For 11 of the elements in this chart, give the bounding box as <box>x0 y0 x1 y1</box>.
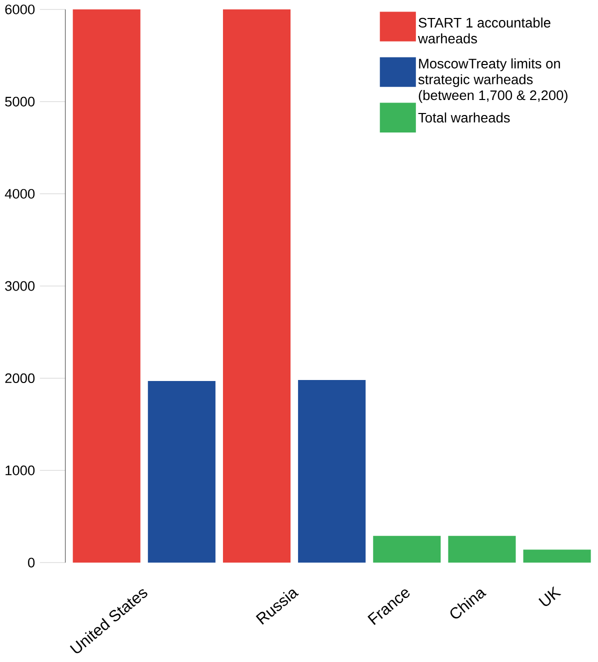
y-tick-label: 3000 <box>4 281 34 291</box>
y-tick-label: 5000 <box>4 96 34 106</box>
legend-label: MoscowTreaty limits on strategic warheads (between 1,700 & 2,200) <box>418 58 568 103</box>
legend-label: START 1 accountable warheads <box>418 17 550 44</box>
legend-label: Total warheads <box>418 112 510 123</box>
x-tick-label: UK <box>538 586 562 606</box>
y-tick-label: 4000 <box>4 188 34 199</box>
y-tick-label: 6000 <box>5 4 34 14</box>
y-tick-label: 1000 <box>5 466 34 476</box>
y-tick-label: 0 <box>28 558 34 568</box>
y-tick-label: 2000 <box>5 373 34 384</box>
